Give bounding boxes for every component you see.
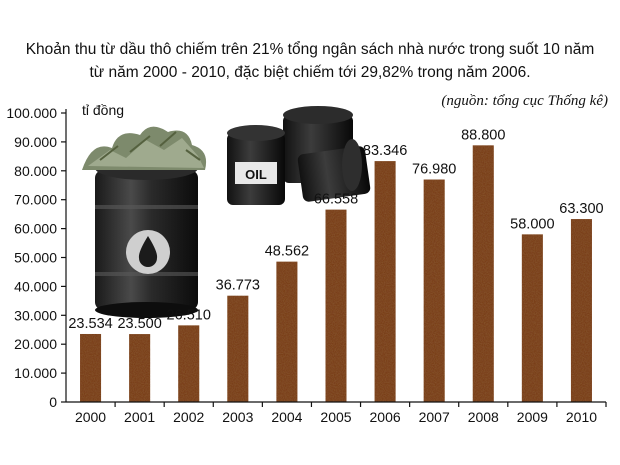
oil-label: OIL: [245, 167, 267, 182]
chart-subtitle: từ năm 2000 - 2010, đặc biệt chiếm tới 2…: [89, 64, 530, 81]
x-tick-label-2002: 2002: [173, 409, 204, 425]
data-label-2009: 58.000: [510, 216, 554, 232]
y-tick-label: 50.000: [14, 250, 57, 266]
chart-source: (nguồn: tổng cục Thống kê): [441, 93, 608, 109]
data-label-2003: 36.773: [216, 278, 260, 294]
x-tick-label-2008: 2008: [468, 409, 499, 425]
bar-2007: [423, 179, 445, 402]
x-tick-label-2007: 2007: [419, 409, 450, 425]
data-label-2001: 23.500: [117, 316, 161, 332]
chart-title: Khoản thu từ dầu thô chiếm trên 21% tổng…: [26, 41, 595, 58]
y-tick-label: 0: [49, 394, 57, 410]
x-tick-label-2004: 2004: [271, 409, 302, 425]
y-axis-unit-label: tỉ đồng: [82, 102, 124, 118]
x-tick-label-2000: 2000: [75, 409, 106, 425]
y-tick-label: 70.000: [14, 192, 57, 208]
bar-2002: [178, 325, 200, 402]
y-tick-label: 30.000: [14, 307, 57, 323]
bars: 23.534 23.500 26.510 36.773 48.562 66.558 83.3…: [68, 127, 604, 403]
oil-barrels-icon: OIL: [227, 106, 371, 205]
y-tick-label: 20.000: [14, 336, 57, 352]
y-tick-label: 60.000: [14, 221, 57, 237]
data-label-2000: 23.534: [68, 316, 112, 332]
x-axis: 2000 2001 2002 2003 2004 2005 2006 2007 2008 2009…: [66, 401, 607, 425]
bar-2008: [472, 145, 494, 403]
bar-2001: [129, 334, 151, 402]
data-label-2008: 88.800: [461, 127, 505, 143]
data-label-2002: 26.510: [167, 307, 211, 323]
bar-2000: [80, 333, 102, 402]
data-label-2004: 48.562: [265, 244, 309, 260]
bar-2005: [325, 209, 347, 402]
bar-2006: [374, 161, 396, 402]
bar-2004: [276, 261, 298, 402]
bar-2003: [227, 295, 249, 402]
y-axis: 0 10.000 20.000 30.000 40.000 50.000 60.000 70.…: [6, 105, 67, 410]
y-tick-label: 80.000: [14, 163, 57, 179]
y-tick-label: 90.000: [14, 134, 57, 150]
data-label-2010: 63.300: [559, 201, 603, 217]
bar-2009: [521, 234, 543, 402]
x-tick-label-2005: 2005: [320, 409, 351, 425]
y-tick-label: 40.000: [14, 278, 57, 294]
x-tick-label-2010: 2010: [566, 409, 597, 425]
oil-barrel-with-money-icon: [82, 126, 207, 318]
x-tick-label-2009: 2009: [517, 409, 548, 425]
data-label-2005: 66.558: [314, 192, 358, 208]
x-tick-label-2006: 2006: [370, 409, 401, 425]
y-tick-label: 100.000: [6, 105, 57, 121]
bar-2010: [570, 219, 592, 402]
data-label-2007: 76.980: [412, 162, 456, 178]
data-label-2006: 83.346: [363, 143, 407, 159]
y-tick-label: 10.000: [14, 365, 57, 381]
x-tick-label-2003: 2003: [222, 409, 253, 425]
x-tick-label-2001: 2001: [124, 409, 155, 425]
